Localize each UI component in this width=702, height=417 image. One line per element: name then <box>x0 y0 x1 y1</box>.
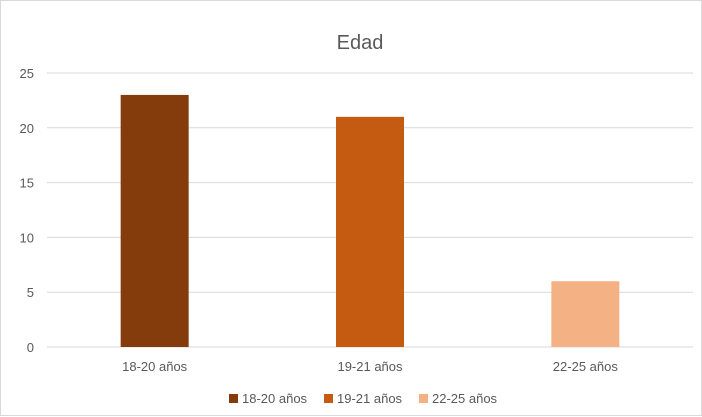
y-axis-tick-labels: 0 5 10 15 20 25 <box>20 66 34 355</box>
y-tick-label-0: 0 <box>27 340 34 355</box>
x-axis-tick-labels: 18-20 años 19-21 años 22-25 años <box>122 359 618 374</box>
legend-label-2: 19-21 años <box>337 391 403 406</box>
x-tick-label-3: 22-25 años <box>553 359 619 374</box>
legend-label-3: 22-25 años <box>432 391 498 406</box>
y-tick-label-20: 20 <box>20 121 34 136</box>
y-tick-label-10: 10 <box>20 230 34 245</box>
x-tick-label-2: 19-21 años <box>337 359 403 374</box>
bars <box>120 94 620 347</box>
y-tick-label-5: 5 <box>27 285 34 300</box>
legend-swatch-1 <box>229 394 238 403</box>
legend: 18-20 años 19-21 años 22-25 años <box>229 391 498 406</box>
legend-swatch-3 <box>419 394 428 403</box>
y-tick-label-25: 25 <box>20 66 34 81</box>
x-tick-label-1: 18-20 años <box>122 359 188 374</box>
bar-3 <box>551 281 620 347</box>
legend-label-1: 18-20 años <box>242 391 308 406</box>
legend-swatch-2 <box>324 394 333 403</box>
y-tick-label-15: 15 <box>20 176 34 191</box>
bar-2 <box>336 116 404 347</box>
chart-title: Edad <box>337 32 384 54</box>
bar-1 <box>120 94 189 347</box>
